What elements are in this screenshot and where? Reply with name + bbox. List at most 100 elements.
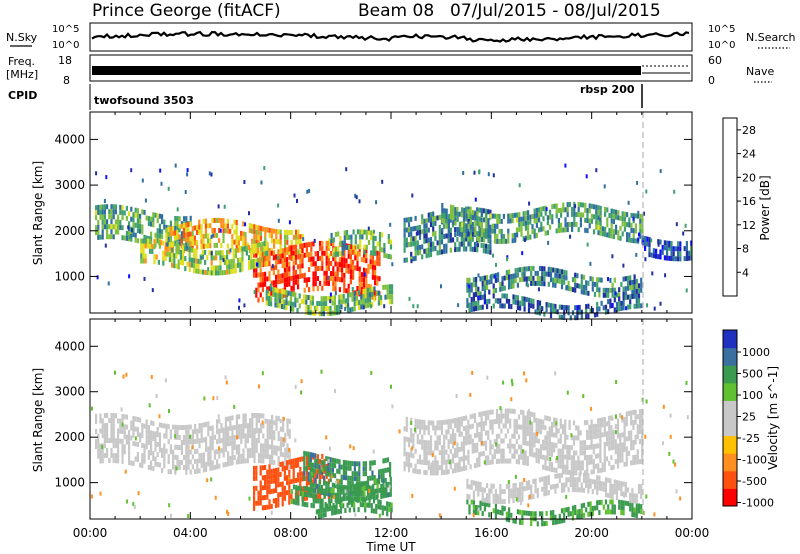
scatter-point: [178, 228, 181, 233]
data-cell: [220, 438, 223, 444]
scatter-point: [639, 234, 642, 239]
scatter-point: [332, 495, 335, 500]
data-cell: [598, 475, 601, 481]
scatter-point: [555, 421, 558, 426]
data-cell: [486, 280, 489, 285]
data-cell: [515, 439, 518, 445]
data-cell: [440, 455, 444, 461]
data-cell: [222, 238, 225, 244]
data-cell: [325, 245, 328, 251]
data-cell: [128, 440, 131, 446]
data-cell: [300, 298, 303, 304]
data-cell: [531, 421, 534, 427]
data-cell: [335, 509, 338, 515]
data-cell: [270, 473, 273, 479]
data-cell: [454, 438, 457, 443]
data-cell: [503, 499, 506, 504]
data-cell: [421, 254, 424, 260]
data-cell: [114, 443, 117, 449]
data-cell: [112, 433, 115, 439]
data-cell: [438, 249, 441, 255]
data-cell: [347, 500, 351, 506]
data-cell: [456, 452, 459, 458]
data-cell: [332, 286, 335, 292]
data-cell: [600, 499, 603, 505]
data-cell: [264, 418, 267, 424]
scatter-point: [226, 509, 229, 514]
data-cell: [185, 449, 188, 455]
data-cell: [607, 287, 610, 293]
data-cell: [580, 482, 583, 488]
data-cell: [610, 208, 613, 214]
data-cell: [532, 511, 535, 517]
data-cell: [221, 255, 224, 261]
data-cell: [484, 455, 488, 461]
data-cell: [568, 222, 571, 227]
data-cell: [423, 460, 426, 465]
data-cell: [626, 294, 630, 300]
scatter-point: [308, 188, 311, 193]
data-cell: [123, 429, 126, 435]
data-cell: [534, 270, 537, 276]
data-cell: [221, 250, 224, 256]
data-cell: [465, 213, 468, 219]
data-cell: [136, 218, 139, 224]
data-cell: [112, 209, 115, 215]
data-cell: [626, 222, 629, 228]
scatter-point: [238, 305, 240, 310]
data-cell: [218, 438, 221, 444]
data-cell: [659, 239, 662, 245]
data-cell: [275, 239, 278, 244]
data-cell: [540, 221, 543, 227]
data-cell: [191, 231, 194, 236]
data-cell: [410, 417, 413, 423]
data-cell: [602, 486, 605, 492]
data-cell: [641, 443, 644, 449]
data-cell: [630, 222, 633, 228]
data-cell: [412, 236, 415, 242]
data-cell: [542, 206, 545, 212]
data-cell: [338, 277, 341, 283]
scatter-point: [628, 304, 631, 309]
data-cell: [290, 479, 293, 485]
data-cell: [333, 295, 336, 301]
data-cell: [465, 415, 468, 421]
data-cell: [590, 469, 593, 475]
data-cell: [144, 258, 147, 264]
data-cell: [486, 275, 489, 280]
data-cell: [440, 420, 444, 426]
data-cell: [606, 232, 609, 238]
data-cell: [251, 413, 254, 418]
data-cell: [619, 442, 622, 448]
data-cell: [337, 231, 340, 237]
data-cell: [489, 439, 492, 445]
data-cell: [219, 260, 222, 266]
data-cell: [356, 471, 359, 477]
data-cell: [554, 514, 557, 520]
data-cell: [554, 303, 557, 309]
data-cell: [589, 308, 592, 314]
data-cell: [228, 264, 231, 270]
data-cell: [196, 463, 199, 469]
data-cell: [325, 301, 328, 307]
data-cell: [414, 215, 417, 221]
data-cell: [489, 444, 492, 450]
data-cell: [531, 229, 534, 235]
data-cell: [301, 486, 304, 492]
scatter-point: [370, 304, 373, 309]
data-cell: [336, 487, 340, 493]
data-cell: [303, 491, 307, 497]
data-cell: [176, 216, 179, 222]
data-cell: [502, 413, 505, 419]
data-cell: [421, 424, 424, 430]
data-cell: [235, 419, 238, 425]
data-cell: [527, 307, 531, 313]
data-cell: [205, 446, 208, 452]
scatter-point: [130, 233, 133, 238]
data-cell: [650, 252, 653, 258]
data-cell: [117, 453, 120, 459]
data-cell: [547, 266, 550, 272]
data-cell: [514, 482, 517, 488]
data-cell: [458, 457, 461, 462]
data-cell: [609, 483, 612, 489]
